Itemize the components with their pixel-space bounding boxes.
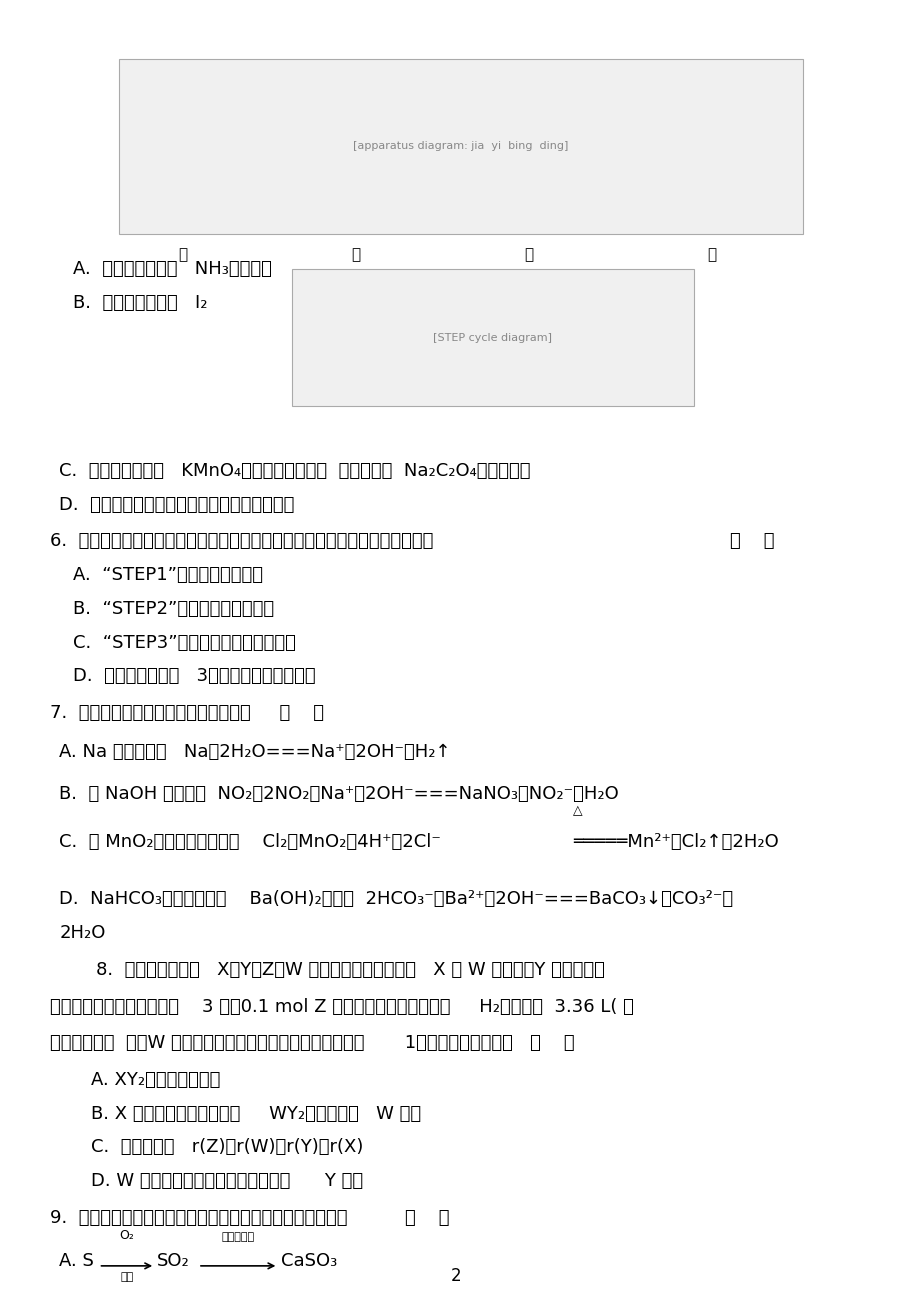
Text: D.  用图丁装置检验该条件下铁发生了析氢腐蚀: D. 用图丁装置检验该条件下铁发生了析氢腐蚀: [59, 496, 294, 514]
Text: B.  用 NaOH 溶液吸收  NO₂：2NO₂＋Na⁺＋2OH⁻===NaNO₃＋NO₂⁻＋H₂O: B. 用 NaOH 溶液吸收 NO₂：2NO₂＋Na⁺＋2OH⁻===NaNO₃…: [59, 785, 618, 803]
Text: SO₂: SO₂: [157, 1252, 189, 1270]
Text: 2H₂O: 2H₂O: [59, 924, 106, 942]
Text: C.  用 MnO₂和浓盐酸反应制备    Cl₂：MnO₂＋4H⁺＋2Cl⁻: C. 用 MnO₂和浓盐酸反应制备 Cl₂：MnO₂＋4H⁺＋2Cl⁻: [59, 833, 441, 851]
Text: 9.  在给定条件下，下列选项所示的物质间转化均能实现的是          （    ）: 9. 在给定条件下，下列选项所示的物质间转化均能实现的是 （ ）: [51, 1209, 449, 1227]
Text: D.  循环过程中存在   3种以上形式的能量转化: D. 循环过程中存在 3种以上形式的能量转化: [73, 667, 315, 686]
Text: 点燃: 点燃: [120, 1272, 133, 1283]
Text: [apparatus diagram: jia  yi  bing  ding]: [apparatus diagram: jia yi bing ding]: [353, 142, 568, 151]
Text: 算成标准状况  ），W 在元素周期表中的主族序数比其周期数大       1。下列说法正确的是   （    ）: 算成标准状况 ），W 在元素周期表中的主族序数比其周期数大 1。下列说法正确的是…: [51, 1034, 574, 1053]
Text: 丙: 丙: [524, 247, 533, 263]
Text: （    ）: （ ）: [730, 532, 774, 550]
FancyBboxPatch shape: [119, 59, 802, 234]
Text: [STEP cycle diagram]: [STEP cycle diagram]: [433, 333, 551, 342]
FancyBboxPatch shape: [291, 269, 693, 406]
Text: B.  “STEP2”的反应属于氮的固定: B. “STEP2”的反应属于氮的固定: [73, 600, 274, 618]
Text: C.  “STEP3”发生的反应为复分解反应: C. “STEP3”发生的反应为复分解反应: [73, 634, 296, 652]
Text: C.  原子半径：   r(Z)＞r(W)＞r(Y)＞r(X): C. 原子半径： r(Z)＞r(W)＞r(Y)＞r(X): [91, 1138, 363, 1157]
Text: D.  NaHCO₃溶液中加足量    Ba(OH)₂溶液：  2HCO₃⁻＋Ba²⁺＋2OH⁻===BaCO₃↓＋CO₃²⁻＋: D. NaHCO₃溶液中加足量 Ba(OH)₂溶液： 2HCO₃⁻＋Ba²⁺＋2…: [59, 890, 732, 908]
Text: 甲: 甲: [177, 247, 187, 263]
Text: ═════Mn²⁺＋Cl₂↑＋2H₂O: ═════Mn²⁺＋Cl₂↑＋2H₂O: [573, 833, 778, 851]
Text: B. X 的一种单质在高温下与     WY₂反应可制得   W 单质: B. X 的一种单质在高温下与 WY₂反应可制得 W 单质: [91, 1105, 421, 1123]
Text: A.  用图甲装置验证   NH₃易溶于水: A. 用图甲装置验证 NH₃易溶于水: [73, 260, 272, 278]
Text: 乙: 乙: [351, 247, 360, 263]
Text: 7.  下列指定反应的离子方程式正确的是     （    ）: 7. 下列指定反应的离子方程式正确的是 （ ）: [51, 704, 323, 722]
Text: A.  “STEP1”金属锂在阳极生成: A. “STEP1”金属锂在阳极生成: [73, 566, 263, 584]
Text: △: △: [573, 804, 582, 817]
Text: A. Na 与水反应：   Na＋2H₂O===Na⁺＋2OH⁻＋H₂↑: A. Na 与水反应： Na＋2H₂O===Na⁺＋2OH⁻＋H₂↑: [59, 743, 450, 761]
Text: CaSO₃: CaSO₃: [280, 1252, 337, 1270]
Text: D. W 的简单气态氢化物的热稳定性比      Y 的强: D. W 的简单气态氢化物的热稳定性比 Y 的强: [91, 1172, 363, 1190]
Text: B.  用图乙装置提纯   I₂: B. 用图乙装置提纯 I₂: [73, 294, 208, 312]
Text: 丁: 丁: [707, 247, 716, 263]
Text: O₂: O₂: [119, 1229, 134, 1242]
Text: A. S: A. S: [59, 1252, 94, 1270]
Text: 澄清石灰水: 澄清石灰水: [221, 1232, 255, 1242]
Text: 6.  借助锂循环可实现氨的常压合成，其原理如右图所示。下列说法不正确的是: 6. 借助锂循环可实现氨的常压合成，其原理如右图所示。下列说法不正确的是: [51, 532, 433, 550]
Text: C.  用图丙装置测定   KMnO₄溶液物质的量浓度  （锥形瓶中  Na₂C₂O₄质量已知）: C. 用图丙装置测定 KMnO₄溶液物质的量浓度 （锥形瓶中 Na₂C₂O₄质量…: [59, 462, 530, 480]
Text: 8.  短周期主族元素   X、Y、Z、W 的原子序数依次增大，   X 与 W 同主族，Y 原子的最外: 8. 短周期主族元素 X、Y、Z、W 的原子序数依次增大， X 与 W 同主族，…: [51, 961, 605, 980]
Text: A. XY₂属于离子化合物: A. XY₂属于离子化合物: [91, 1071, 221, 1089]
Text: 层电子数是其内层电子数的    3 倍，0.1 mol Z 单质与足量盐酸反应产生     H₂的体积为  3.36 L( 折: 层电子数是其内层电子数的 3 倍，0.1 mol Z 单质与足量盐酸反应产生 H…: [51, 998, 633, 1016]
Text: 2: 2: [450, 1267, 461, 1285]
